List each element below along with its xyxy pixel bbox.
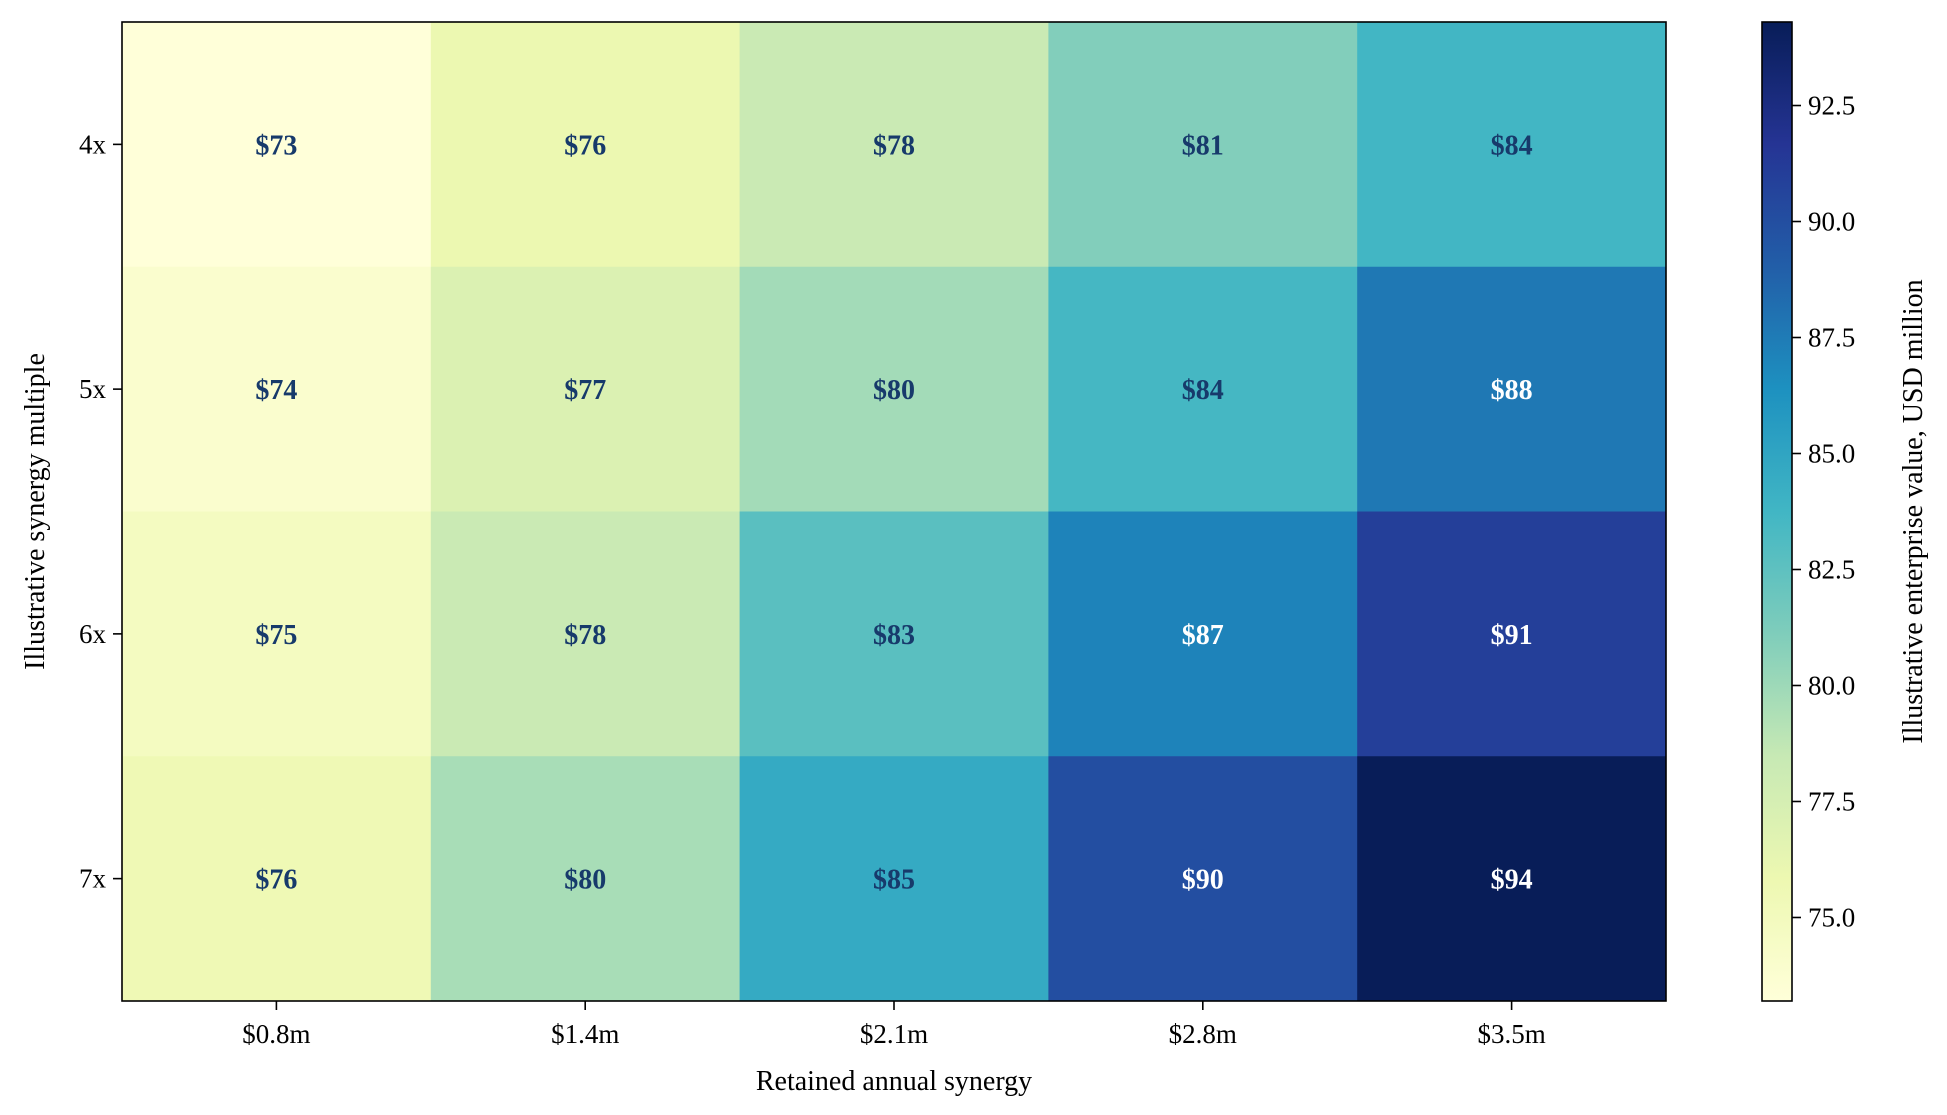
heatmap-cell xyxy=(122,22,432,268)
cell-value-label: $94 xyxy=(1491,865,1533,896)
colorbar-tick-label: 92.5 xyxy=(1808,91,1855,121)
cell-value-label: $78 xyxy=(873,130,915,161)
y-tick-label: 7x xyxy=(79,864,107,894)
cell-value-label: $75 xyxy=(255,620,297,651)
heatmap-cell xyxy=(739,511,1049,757)
heatmap-cell xyxy=(1048,22,1358,268)
colorbar-tick-label: 77.5 xyxy=(1808,786,1855,816)
cell-value-label: $78 xyxy=(564,620,606,651)
heatmap-cell xyxy=(1048,266,1358,512)
colorbar-tick-label: 80.0 xyxy=(1808,670,1855,700)
heatmap-cell xyxy=(1357,22,1667,268)
x-axis-title: Retained annual synergy xyxy=(756,1066,1032,1097)
cell-value-label: $76 xyxy=(564,130,606,161)
colorbar-tick-label: 87.5 xyxy=(1808,323,1855,353)
colorbar-tick-label: 85.0 xyxy=(1808,439,1855,469)
colorbar-gradient xyxy=(1762,22,1792,1001)
colorbar-tick-label: 90.0 xyxy=(1808,207,1855,237)
cell-value-label: $84 xyxy=(1491,130,1533,161)
cell-value-label: $76 xyxy=(255,865,297,896)
cell-value-label: $73 xyxy=(255,130,297,161)
cell-value-label: $90 xyxy=(1182,865,1224,896)
colorbar-title: Illustrative enterprise value, USD milli… xyxy=(1898,279,1929,743)
x-tick-label: $3.5m xyxy=(1477,1019,1545,1049)
cell-value-label: $91 xyxy=(1491,620,1533,651)
y-axis: 4x 5x 6x 7x xyxy=(79,129,122,894)
y-axis-title: Illustrative synergy multiple xyxy=(20,353,51,670)
x-axis: $0.8m $1.4m $2.1m $2.8m $3.5m xyxy=(242,1001,1546,1049)
heatmap-cell xyxy=(739,266,1049,512)
cell-value-label: $85 xyxy=(873,865,915,896)
heatmap-cell xyxy=(430,511,741,757)
cell-value-label: $74 xyxy=(255,375,297,406)
heatmap-cell xyxy=(1357,266,1667,512)
heatmap-cell xyxy=(430,22,741,268)
colorbar-tick-label: 75.0 xyxy=(1808,902,1855,932)
heatmap-cell xyxy=(1357,756,1667,1002)
heatmap-cell xyxy=(1357,511,1667,757)
heatmap-cell xyxy=(122,756,432,1002)
heatmap-cells xyxy=(122,22,1667,1002)
colorbar: 75.0 77.5 80.0 82.5 85.0 87.5 90.0 92.5 Illustr… xyxy=(1761,21,1929,1002)
heatmap-cell-labels: $73 $76 $78 $81 $84 $74 $77 $80 $84 $88 $75 $78 $83 $… xyxy=(255,130,1532,895)
heatmap-cell xyxy=(1048,511,1358,757)
heatmap-cell xyxy=(1048,756,1358,1002)
heatmap-cell xyxy=(739,756,1049,1002)
colorbar-frame xyxy=(1761,21,1793,1002)
heatmap-cell xyxy=(430,266,741,512)
heatmap-cell xyxy=(739,22,1049,268)
y-tick-label: 5x xyxy=(79,374,107,404)
x-tick-label: $1.4m xyxy=(551,1019,619,1049)
cell-value-label: $87 xyxy=(1182,620,1224,651)
cell-value-label: $80 xyxy=(564,865,606,896)
cell-value-label: $81 xyxy=(1182,130,1224,161)
cell-value-label: $84 xyxy=(1182,375,1224,406)
cell-value-label: $80 xyxy=(873,375,915,406)
y-tick-label: 6x xyxy=(79,619,107,649)
heatmap-cell xyxy=(430,756,741,1002)
cell-value-label: $83 xyxy=(873,620,915,651)
heatmap-cell xyxy=(122,266,432,512)
heatmap-cell xyxy=(122,511,432,757)
x-tick-label: $0.8m xyxy=(242,1019,310,1049)
cell-value-label: $77 xyxy=(564,375,606,406)
x-tick-label: $2.8m xyxy=(1169,1019,1237,1049)
x-tick-label: $2.1m xyxy=(860,1019,928,1049)
y-tick-label: 4x xyxy=(79,129,107,159)
colorbar-ticks: 75.0 77.5 80.0 82.5 85.0 87.5 90.0 92.5 xyxy=(1792,91,1855,932)
cell-value-label: $88 xyxy=(1491,375,1533,406)
colorbar-tick-label: 82.5 xyxy=(1808,554,1855,584)
